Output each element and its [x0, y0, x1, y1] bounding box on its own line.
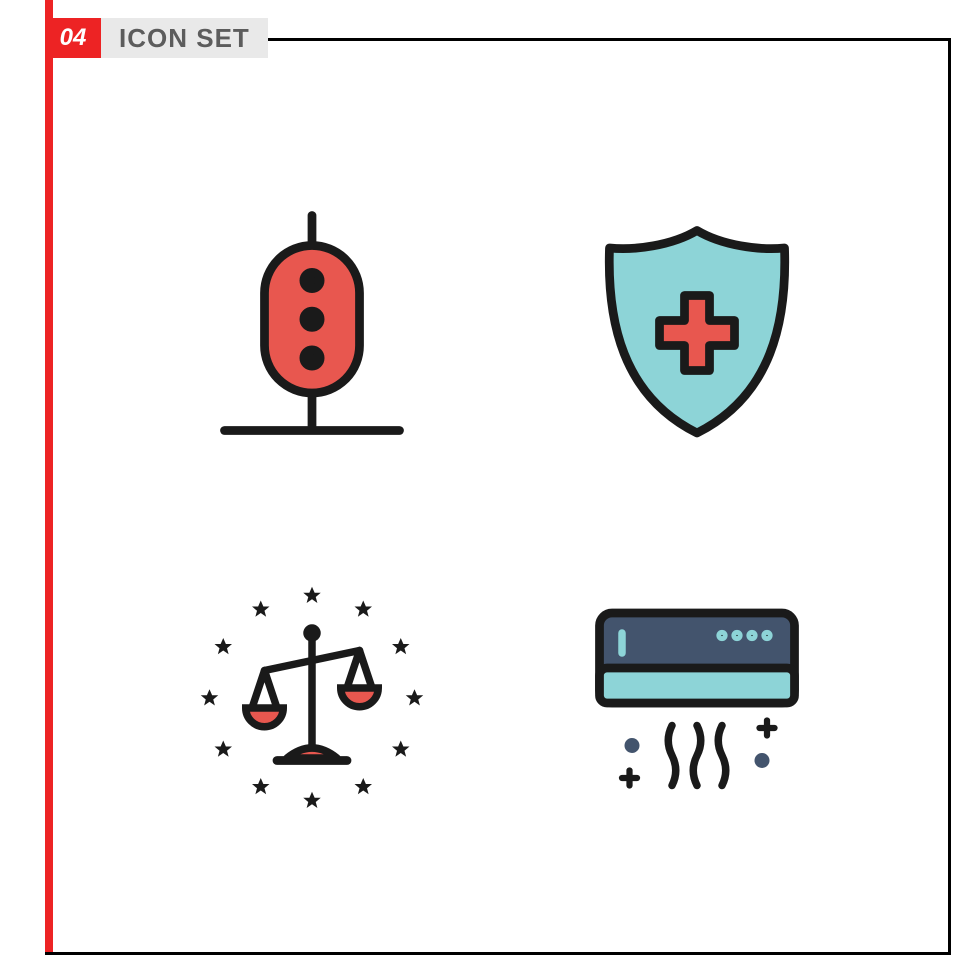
- kebab-skewer-icon: [187, 208, 437, 458]
- medical-shield-icon: [572, 208, 822, 458]
- badge-number: 04: [45, 18, 101, 58]
- icon-grid: [120, 150, 889, 880]
- header: 04 ICON SET: [45, 18, 268, 58]
- page-title: ICON SET: [101, 18, 268, 58]
- air-conditioner-icon: [572, 573, 822, 823]
- justice-scale-stars-icon: [187, 573, 437, 823]
